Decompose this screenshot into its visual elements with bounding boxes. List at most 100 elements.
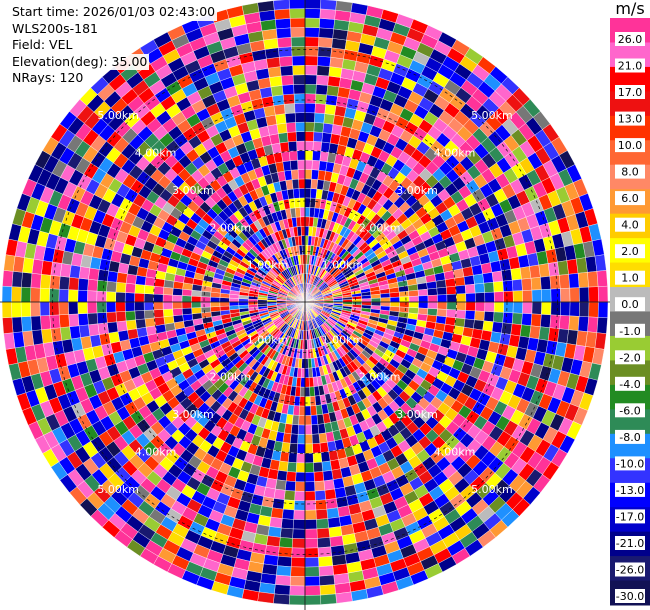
velocity-cell <box>597 285 609 303</box>
range-ring-label: 3.00km <box>172 184 214 197</box>
velocity-cell <box>579 301 590 318</box>
velocity-cell <box>326 507 340 519</box>
velocity-cell <box>309 395 317 407</box>
velocity-cell <box>315 84 328 96</box>
velocity-cell <box>88 323 100 337</box>
velocity-cell <box>296 443 306 454</box>
velocity-cell <box>304 443 314 454</box>
velocity-cell <box>304 462 315 473</box>
colorbar-tick-label: -2.0 <box>619 351 640 364</box>
velocity-cell <box>200 296 211 303</box>
velocity-cell <box>577 316 589 332</box>
velocity-cell <box>325 94 338 106</box>
velocity-cell <box>49 275 61 290</box>
velocity-cell <box>295 462 306 473</box>
velocity-cell <box>293 93 306 104</box>
velocity-cell <box>493 281 504 293</box>
velocity-cell <box>276 470 288 482</box>
velocity-cell <box>304 84 317 95</box>
velocity-cell <box>69 264 81 279</box>
velocity-cell <box>277 556 292 567</box>
colorbar-tick-label: -17.0 <box>616 510 644 523</box>
velocity-cell <box>456 293 467 303</box>
range-ring-label: 4.00km <box>434 446 476 459</box>
velocity-cell <box>295 131 306 142</box>
velocity-cell <box>568 315 580 331</box>
velocity-cell <box>300 368 306 378</box>
velocity-cell <box>521 313 533 326</box>
velocity-cell <box>172 301 183 310</box>
velocity-cell <box>316 414 325 425</box>
velocity-cell <box>475 292 486 303</box>
velocity-cell <box>124 292 135 303</box>
velocity-cell <box>294 112 306 123</box>
velocity-cell <box>559 315 570 330</box>
velocity-cell <box>144 284 155 295</box>
velocity-cell <box>290 424 299 435</box>
velocity-cell <box>30 287 41 303</box>
velocity-cell <box>510 323 522 337</box>
velocity-cell <box>154 316 165 326</box>
velocity-cell <box>538 326 551 341</box>
velocity-cell <box>380 297 391 303</box>
velocity-cell <box>304 93 317 104</box>
colorbar-tick-label: 1.0 <box>621 272 639 285</box>
velocity-cell <box>290 27 306 38</box>
velocity-cell <box>279 537 293 549</box>
range-ring-label: 5.00km <box>471 483 513 496</box>
velocity-cell <box>281 74 294 86</box>
velocity-cell <box>116 320 128 332</box>
velocity-cell <box>304 150 314 161</box>
velocity-cell <box>96 301 107 314</box>
velocity-cell <box>304 121 315 132</box>
elevation-label: Elevation(deg): 35.00 <box>12 53 150 70</box>
velocity-cell <box>304 112 316 123</box>
velocity-cell <box>597 301 609 319</box>
velocity-cell <box>483 311 495 322</box>
velocity-cell <box>491 321 503 334</box>
velocity-cell <box>426 281 438 290</box>
velocity-cell <box>291 55 306 66</box>
velocity-cell <box>319 574 335 586</box>
velocity-cell <box>484 301 495 313</box>
velocity-cell <box>304 102 316 114</box>
velocity-cell <box>519 266 532 280</box>
velocity-cell <box>304 140 314 151</box>
velocity-cell <box>304 169 313 180</box>
velocity-cell <box>304 500 317 511</box>
velocity-cell <box>124 301 135 312</box>
velocity-cell <box>273 488 286 500</box>
colorbar-tick-label: -4.0 <box>619 378 640 391</box>
velocity-cell <box>11 301 22 318</box>
velocity-cell <box>371 301 381 307</box>
velocity-cell <box>59 326 72 341</box>
velocity-cell <box>446 309 457 319</box>
velocity-cell <box>293 509 306 520</box>
velocity-cell <box>300 377 306 388</box>
velocity-cell <box>68 277 80 291</box>
velocity-cell <box>482 272 494 284</box>
velocity-cell <box>417 288 429 297</box>
velocity-cell <box>181 307 193 316</box>
velocity-cell <box>304 585 321 596</box>
velocity-cell <box>284 490 296 501</box>
velocity-cell <box>427 308 438 317</box>
velocity-cell <box>295 472 306 483</box>
velocity-cell <box>436 286 448 296</box>
colorbar-tick-label: -26.0 <box>616 564 644 577</box>
velocity-cell <box>172 314 184 323</box>
velocity-cell <box>304 377 310 388</box>
scan-info: Start time: 2026/01/03 02:43:00 WLS200s-… <box>12 4 218 87</box>
velocity-cell <box>282 160 292 172</box>
velocity-cell <box>284 103 296 114</box>
velocity-cell <box>318 565 334 577</box>
velocity-cell <box>304 131 315 142</box>
velocity-cell <box>408 301 419 309</box>
velocity-cell <box>304 405 312 416</box>
velocity-cell <box>181 295 192 303</box>
colorbar-tick-label: -21.0 <box>616 537 644 550</box>
velocity-cell <box>134 310 146 321</box>
velocity-cell <box>87 290 98 303</box>
velocity-cell <box>560 301 571 317</box>
velocity-cell <box>304 557 320 568</box>
